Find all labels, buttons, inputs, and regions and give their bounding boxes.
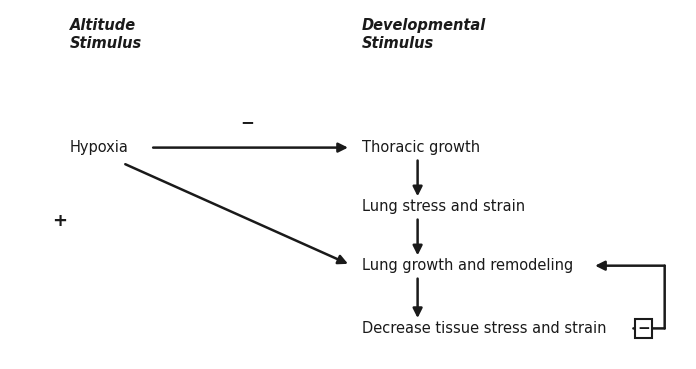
- Text: Lung stress and strain: Lung stress and strain: [362, 199, 525, 214]
- Text: −: −: [240, 113, 254, 131]
- Text: Developmental
Stimulus: Developmental Stimulus: [362, 18, 487, 51]
- Text: Hypoxia: Hypoxia: [70, 140, 129, 155]
- Text: −: −: [638, 321, 650, 336]
- Text: Lung growth and remodeling: Lung growth and remodeling: [362, 258, 574, 273]
- Text: Decrease tissue stress and strain: Decrease tissue stress and strain: [362, 321, 606, 336]
- Text: Thoracic growth: Thoracic growth: [362, 140, 480, 155]
- Text: Altitude
Stimulus: Altitude Stimulus: [70, 18, 142, 51]
- Text: +: +: [52, 213, 67, 230]
